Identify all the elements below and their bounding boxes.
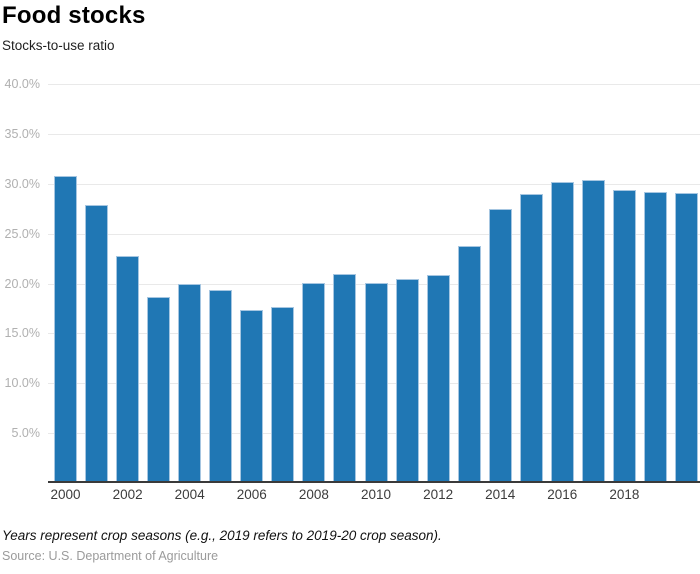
footnote: Years represent crop seasons (e.g., 2019… — [2, 528, 442, 543]
bar-2004 — [178, 283, 202, 481]
bar-2016 — [550, 181, 574, 481]
x-tick-label-2002: 2002 — [112, 487, 143, 502]
bar-2002 — [116, 255, 140, 481]
y-tick-label-40.0%: 40.0% — [4, 77, 40, 91]
x-axis-baseline — [48, 481, 700, 483]
y-tick-label-15.0%: 15.0% — [4, 326, 40, 341]
gridline-25.0% — [48, 233, 700, 235]
bar-2015 — [519, 193, 543, 481]
x-tick-label-2008: 2008 — [298, 487, 329, 502]
bar-2008 — [302, 282, 326, 481]
x-tick-label-2018: 2018 — [609, 487, 640, 502]
bar-2006 — [240, 310, 264, 481]
source-credit: Source: U.S. Department of Agriculture — [2, 549, 219, 563]
x-tick-label-2010: 2010 — [360, 487, 392, 502]
bar-2020 — [675, 192, 698, 481]
bar-2007 — [271, 307, 295, 481]
bar-2013 — [457, 245, 481, 481]
bar-2005 — [209, 290, 233, 481]
bar-2011 — [395, 278, 419, 481]
bar-2019 — [643, 191, 667, 481]
y-tick-label-10.0%: 10.0% — [4, 376, 40, 391]
x-tick-label-2012: 2012 — [423, 487, 454, 502]
y-tick-label-5.0%: 5.0% — [11, 426, 41, 441]
x-tick-label-2006: 2006 — [236, 487, 267, 502]
gridline-35.0% — [48, 133, 700, 135]
bar-2001 — [85, 204, 109, 481]
bar-2017 — [581, 179, 605, 481]
x-tick-label-2004: 2004 — [174, 487, 205, 502]
chart-subtitle: Stocks-to-use ratio — [2, 38, 115, 53]
bar-2003 — [147, 297, 171, 481]
x-tick-label-2016: 2016 — [547, 487, 578, 502]
bar-2018 — [612, 189, 636, 481]
gridline-30.0% — [48, 183, 700, 185]
y-tick-label-25.0%: 25.0% — [4, 226, 40, 241]
bar-2010 — [364, 282, 388, 481]
bar-2009 — [333, 273, 357, 481]
chart-title: Food stocks — [2, 2, 146, 29]
bar-2014 — [488, 208, 512, 481]
y-tick-label-20.0%: 20.0% — [4, 276, 40, 291]
x-tick-label-2000: 2000 — [50, 487, 81, 502]
gridline-40.0% — [48, 84, 700, 85]
y-tick-label-30.0%: 30.0% — [4, 176, 40, 191]
bar-2012 — [426, 274, 450, 481]
y-tick-label-35.0%: 35.0% — [4, 126, 40, 141]
bar-2000 — [54, 175, 77, 481]
x-tick-label-2014: 2014 — [485, 487, 516, 502]
